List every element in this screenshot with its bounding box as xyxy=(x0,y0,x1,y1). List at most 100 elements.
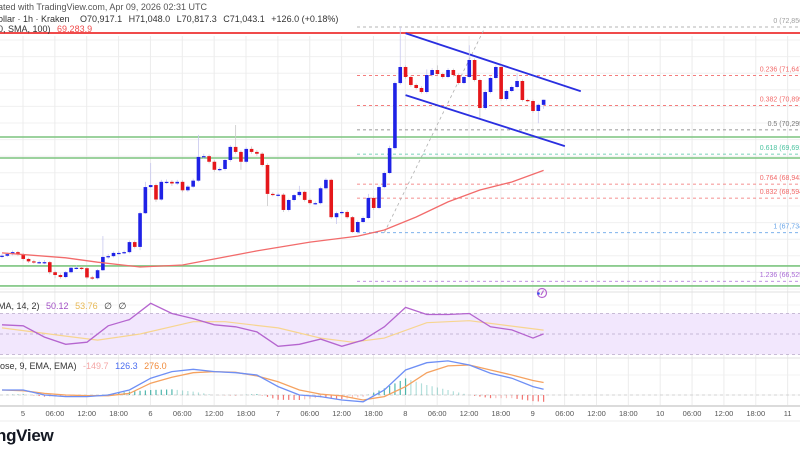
time-tick-label: 9 xyxy=(531,409,535,418)
time-tick-label: 10 xyxy=(656,409,664,418)
candle-body xyxy=(366,197,371,218)
candle-body xyxy=(286,200,291,210)
time-tick-label: 06:00 xyxy=(300,409,319,418)
alert-icon[interactable] xyxy=(536,287,548,299)
candle-body xyxy=(387,148,392,174)
candle-body xyxy=(233,146,238,152)
candle-body xyxy=(101,256,105,271)
candle-body xyxy=(393,83,397,149)
candle-body xyxy=(525,100,530,102)
candle-body xyxy=(382,173,387,188)
candle-body xyxy=(334,213,339,218)
time-tick-label: 6 xyxy=(148,409,152,418)
candle-body xyxy=(249,148,254,152)
candle-body xyxy=(47,262,52,273)
candle-body xyxy=(207,156,211,162)
fib-level-label: 0.832 (68,594 xyxy=(760,189,800,196)
candle-body xyxy=(53,272,57,276)
candle-body xyxy=(499,66,503,99)
channel-lower-line xyxy=(405,94,566,147)
candle-body xyxy=(5,254,10,256)
macd-value: 126.3 xyxy=(115,361,138,371)
published-note: ated with TradingView.com, Apr 09, 2026 … xyxy=(0,2,211,12)
candle-body xyxy=(361,217,365,223)
symbol-title: ollar · 1h · Kraken xyxy=(0,14,70,24)
candle-body xyxy=(265,164,270,194)
candle-body xyxy=(127,242,132,253)
time-tick-label: 12:00 xyxy=(587,409,606,418)
candle-body xyxy=(440,74,445,77)
time-tick-label: 7 xyxy=(276,409,280,418)
candle-body xyxy=(58,275,63,278)
time-tick-label: 18:00 xyxy=(746,409,765,418)
candle-body xyxy=(478,80,482,108)
time-tick-label: 18:00 xyxy=(109,409,128,418)
time-tick-label: 18:00 xyxy=(237,409,256,418)
macd-hist-value: -149.7 xyxy=(83,361,109,371)
candle-body xyxy=(531,101,535,112)
candle-body xyxy=(419,87,424,93)
candle-body xyxy=(143,187,148,214)
candle-body xyxy=(488,77,493,93)
fib-level-label: 1 (67,734 xyxy=(773,224,800,231)
candle-body xyxy=(26,258,31,262)
candle-body xyxy=(355,222,360,233)
candle-body xyxy=(340,211,344,214)
time-tick-label: 06:00 xyxy=(45,409,64,418)
candle-body xyxy=(175,181,180,184)
rsi-value: 50.12 xyxy=(46,301,69,311)
candle-body xyxy=(170,181,174,184)
indicator-panes xyxy=(0,313,800,396)
time-axis[interactable]: 5 06:00 12:00 18:00 6 06:00 12:00 18:00 7 06:00 12… xyxy=(21,409,792,418)
time-tick-label: 12:00 xyxy=(715,409,734,418)
fib-level-label: 0.382 (70,899 xyxy=(760,97,800,104)
candle-body xyxy=(74,267,79,269)
candle-body xyxy=(313,203,318,205)
candle-body xyxy=(196,156,201,181)
time-tick-label: 12:00 xyxy=(205,409,224,418)
candle-body xyxy=(520,81,525,100)
candle-body xyxy=(371,197,376,208)
candle-body xyxy=(403,66,408,77)
sma-legend[interactable]: 0, SMA, 100) 69,283.9 xyxy=(0,24,96,34)
rsi-ma-line xyxy=(1,320,544,343)
rsi-ma-value: 53.76 xyxy=(75,301,98,311)
candle-body xyxy=(409,76,413,85)
ohlc-change: +126.0 (+0.18%) xyxy=(271,14,339,24)
candle-body xyxy=(425,75,429,93)
time-tick-label: 12:00 xyxy=(77,409,96,418)
time-tick-label: 8 xyxy=(403,409,407,418)
candle-body xyxy=(435,70,440,75)
symbol-legend[interactable]: ollar · 1h · Kraken O70,917.1 H71,048.0 … xyxy=(0,14,342,24)
candle-body xyxy=(191,180,195,187)
candle-body xyxy=(111,252,116,257)
time-tick-label: 12:00 xyxy=(332,409,351,418)
candle-body xyxy=(212,161,217,170)
tradingview-logo[interactable]: ngView xyxy=(0,426,54,446)
candle-body xyxy=(164,181,169,184)
time-tick-label: 11 xyxy=(784,409,792,418)
ohlc-low: L70,817.3 xyxy=(176,14,217,24)
fib-level-label: 0.764 (68,943 xyxy=(760,175,800,182)
macd-legend[interactable]: lose, 9, EMA, EMA) -149.7 126.3 276.0 xyxy=(0,361,171,371)
candle-body xyxy=(260,153,264,165)
time-tick-label: 12:00 xyxy=(460,409,479,418)
candle-body xyxy=(483,92,488,108)
candle-body xyxy=(451,70,456,76)
candle-body xyxy=(244,148,249,162)
candle-body xyxy=(281,194,286,210)
candle-body xyxy=(302,191,307,200)
candle-body xyxy=(180,181,185,191)
rsi-legend[interactable]: MA, 14, 2) 50.12 53.76 ∅ ∅ xyxy=(0,301,130,312)
rsi-extra-2: ∅ xyxy=(118,301,127,311)
candle-body xyxy=(350,217,355,233)
candle-body xyxy=(541,99,546,105)
candles xyxy=(0,26,546,280)
candle-body xyxy=(186,186,190,191)
fib-level-label: 1.236 (66,525 xyxy=(760,272,800,279)
fib-trend-line xyxy=(383,26,486,233)
candle-body xyxy=(69,267,73,273)
fib-level-label: 0.236 (71,647 xyxy=(760,67,800,74)
candle-body xyxy=(63,272,68,278)
